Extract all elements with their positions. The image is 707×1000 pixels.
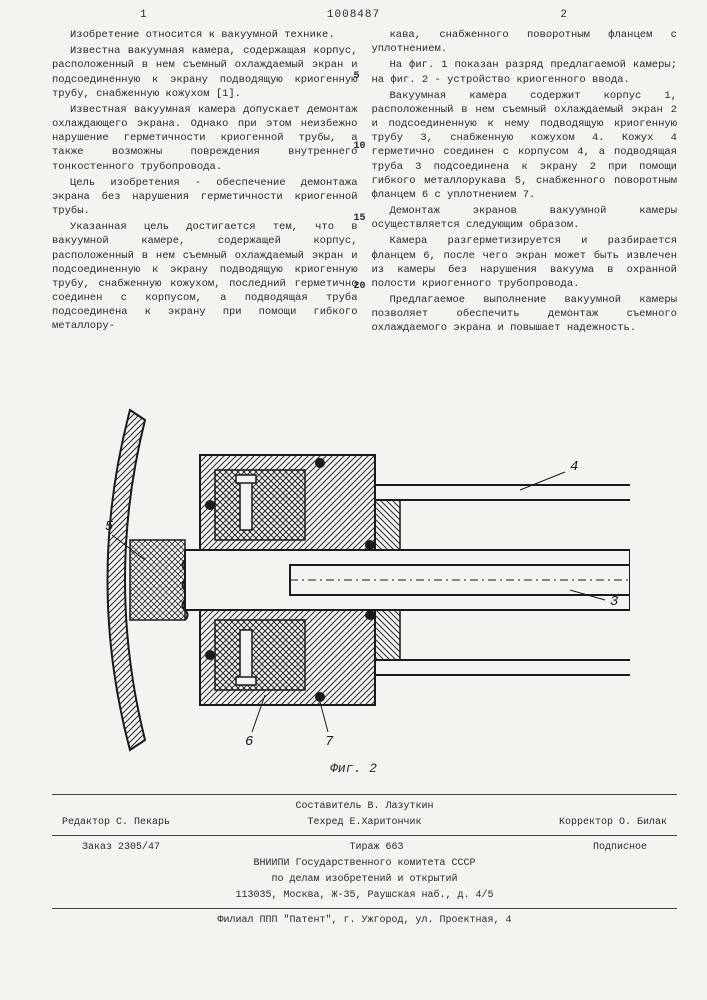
editor: Редактор С. Пекарь — [62, 815, 170, 831]
para: Изобретение относится к вакуумной техник… — [52, 28, 358, 42]
line-number: 5 — [354, 70, 360, 84]
callout-5: 5 — [105, 519, 114, 535]
figure-label: Фиг. 2 — [330, 760, 377, 778]
left-column: Изобретение относится к вакуумной техник… — [52, 28, 358, 338]
address: 113035, Москва, Ж-35, Раушская наб., д. … — [52, 888, 677, 904]
line-number: 15 — [354, 212, 366, 226]
tirage: Тираж 663 — [349, 840, 403, 856]
page-left: 1 — [140, 8, 147, 23]
line-number: 20 — [354, 280, 366, 294]
callout-3: 3 — [610, 594, 618, 610]
footer-block: Составитель В. Лазуткин Редактор С. Пека… — [52, 790, 677, 929]
branch: Филиал ППП "Патент", г. Ужгород, ул. Про… — [52, 913, 677, 929]
document-number: 1008487 — [327, 8, 380, 23]
flange-assembly — [185, 455, 630, 705]
org-line-2: по делам изобретений и открытий — [52, 872, 677, 888]
right-column: кава, снабженного поворотным фланцем с у… — [372, 28, 678, 338]
para: Цель изобретения - обеспечение демонтажа… — [52, 176, 358, 219]
para: Демонтаж экранов вакуумной камеры осущес… — [372, 204, 678, 232]
para: Указанная цель достигается тем, что в ва… — [52, 220, 358, 333]
figure-diagram: 5 4 3 6 7 — [70, 400, 630, 760]
subscription: Подписное — [593, 840, 647, 856]
bellows-icon — [130, 540, 188, 620]
order: Заказ 2305/47 — [82, 840, 160, 856]
para: На фиг. 1 показан разряд предлагаемой ка… — [372, 58, 678, 86]
para: Предлагаемое выполнение вакуумной камеры… — [372, 293, 678, 336]
callout-7: 7 — [325, 734, 334, 750]
para: Известна вакуумная камера, содержащая ко… — [52, 44, 358, 101]
techred: Техред Е.Харитончик — [307, 815, 421, 831]
callout-4: 4 — [570, 459, 578, 475]
org-line-1: ВНИИПИ Государственного комитета СССР — [52, 856, 677, 872]
info-row: Заказ 2305/47 Тираж 663 Подписное — [52, 840, 677, 856]
page-right: 2 — [560, 8, 567, 23]
callout-6: 6 — [245, 734, 253, 750]
corrector: Корректор О. Билак — [559, 815, 667, 831]
para: Известная вакуумная камера допускает дем… — [52, 103, 358, 174]
para: Вакуумная камера содержит корпус 1, расп… — [372, 89, 678, 202]
para: Камера разгерметизируется и разбирается … — [372, 234, 678, 291]
para: кава, снабженного поворотным фланцем с у… — [372, 28, 678, 56]
line-number: 10 — [354, 140, 366, 154]
compiler-line: Составитель В. Лазуткин — [52, 799, 677, 815]
footer-row: Редактор С. Пекарь Техред Е.Харитончик К… — [52, 815, 677, 831]
